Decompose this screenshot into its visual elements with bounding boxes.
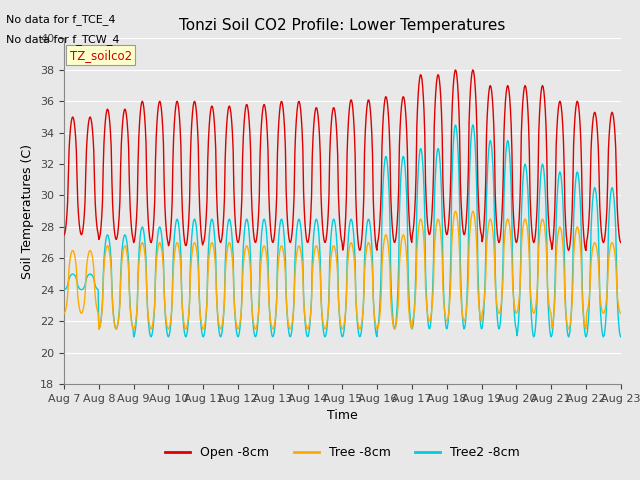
X-axis label: Time: Time [327, 409, 358, 422]
Y-axis label: Soil Temperatures (C): Soil Temperatures (C) [22, 144, 35, 279]
Legend: Open -8cm, Tree -8cm, Tree2 -8cm: Open -8cm, Tree -8cm, Tree2 -8cm [159, 441, 525, 464]
Title: Tonzi Soil CO2 Profile: Lower Temperatures: Tonzi Soil CO2 Profile: Lower Temperatur… [179, 18, 506, 33]
Text: No data for f_TCW_4: No data for f_TCW_4 [6, 34, 120, 45]
Text: No data for f_TCE_4: No data for f_TCE_4 [6, 14, 116, 25]
Text: TZ_soilco2: TZ_soilco2 [70, 49, 132, 62]
